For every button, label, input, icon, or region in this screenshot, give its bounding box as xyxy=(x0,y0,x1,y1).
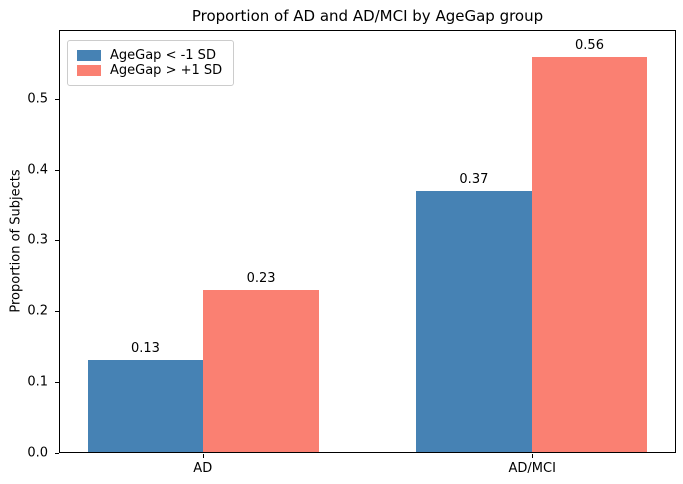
legend-label: AgeGap < -1 SD xyxy=(110,48,216,63)
y-tick-mark xyxy=(55,169,59,171)
chart-title: Proportion of AD and AD/MCI by AgeGap gr… xyxy=(191,7,544,25)
x-tick-label: AD xyxy=(193,461,213,476)
y-tick-mark xyxy=(55,382,59,384)
y-tick-label: 0.1 xyxy=(27,374,48,390)
bars-container: 0.13 0.37 0.23 0.56 xyxy=(60,31,675,452)
legend-label: AgeGap > +1 SD xyxy=(110,63,223,78)
x-tick-mark xyxy=(532,454,534,458)
legend-swatch xyxy=(77,50,101,61)
y-tick-mark xyxy=(55,240,59,242)
y-tick-mark xyxy=(55,98,59,100)
x-tick-mark xyxy=(202,454,204,458)
y-tick-label: 0.5 xyxy=(27,91,48,107)
x-axis: AD AD/MCI xyxy=(59,454,676,482)
legend-item: AgeGap > +1 SD xyxy=(77,63,222,78)
bar-value-label: 0.37 xyxy=(459,172,489,188)
bar-value-label: 0.23 xyxy=(246,270,276,286)
legend: AgeGap < -1 SD AgeGap > +1 SD xyxy=(67,40,235,86)
x-tick-label: AD/MCI xyxy=(508,461,556,476)
plot-area: 0.13 0.37 0.23 0.56 AgeGap < -1 SD AgeGap > … xyxy=(59,30,676,453)
bar-ad-mci-series-0 xyxy=(416,191,532,452)
bar-value-label: 0.56 xyxy=(575,38,604,54)
legend-item: AgeGap < -1 SD xyxy=(77,48,222,63)
y-tick-label: 0.3 xyxy=(27,232,48,248)
bar-value-label: 0.13 xyxy=(131,341,160,357)
legend-swatch xyxy=(77,65,101,76)
legend-items: AgeGap < -1 SD AgeGap > +1 SD xyxy=(77,48,222,78)
bar-ad-series-0 xyxy=(87,360,204,452)
y-tick-label: 0.4 xyxy=(27,162,48,178)
y-tick-label: 0.0 xyxy=(27,445,48,461)
bar-ad-mci-series-1 xyxy=(531,57,648,452)
y-tick-mark xyxy=(55,311,59,313)
y-tick-mark xyxy=(55,453,59,454)
bar-ad-series-1 xyxy=(203,289,319,452)
y-tick-label: 0.2 xyxy=(27,303,48,319)
y-axis: 0.0 0.1 0.2 0.3 0.4 0.5 xyxy=(0,30,59,461)
